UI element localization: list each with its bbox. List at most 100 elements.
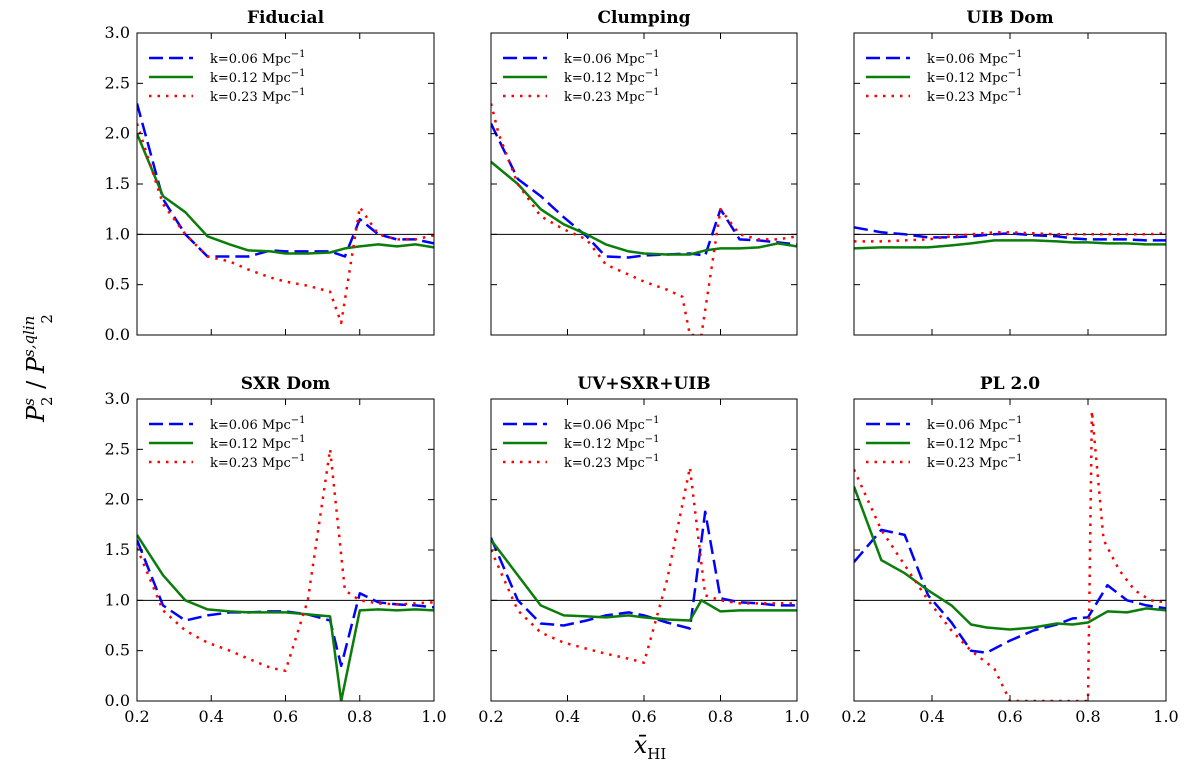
x-tick-label: 0.8 (708, 707, 733, 726)
legend-label-superscript: −1 (291, 434, 306, 445)
series-line-k012 (854, 239, 1166, 250)
legend-label: k=0.12 Mpc−1 (564, 68, 660, 86)
legend-label-superscript: −1 (291, 49, 306, 60)
y-tick-label: 2.0 (105, 490, 130, 509)
y-axis-label-part: P (22, 405, 50, 423)
series-line-k023 (491, 466, 797, 664)
y-tick-label: 3.0 (105, 389, 130, 408)
legend-label-superscript: −1 (1008, 68, 1023, 79)
legend-label: k=0.06 Mpc−1 (210, 49, 306, 67)
y-tick-label: 2.0 (105, 124, 130, 143)
x-tick-label: 0.8 (1075, 707, 1100, 726)
series-line-k012 (137, 133, 434, 255)
x-tick-label: 0.4 (199, 707, 224, 726)
series-group (491, 103, 797, 335)
series-line-k006 (137, 103, 434, 258)
x-tick-label: 0.4 (919, 707, 944, 726)
series-group (854, 226, 1166, 250)
legend: k=0.06 Mpc−1k=0.12 Mpc−1k=0.23 Mpc−1 (149, 415, 306, 471)
y-tick-label: 2.5 (105, 439, 130, 458)
series-line-k023 (854, 409, 1166, 701)
x-tick-label: 0.2 (124, 707, 149, 726)
x-tick-label: 0.8 (347, 707, 372, 726)
y-axis-label-part: P (22, 356, 50, 374)
legend-label-superscript: −1 (1008, 415, 1023, 426)
legend-label: k=0.23 Mpc−1 (564, 87, 660, 105)
panel-title: Fiducial (247, 8, 325, 28)
y-tick-label: 2.5 (105, 73, 130, 92)
y-tick-label: 0.5 (105, 641, 130, 660)
series-line-k012 (137, 534, 434, 701)
legend-label: k=0.23 Mpc−1 (927, 453, 1023, 471)
legend-label-superscript: −1 (1008, 87, 1023, 98)
y-axis-label-part: 2 (38, 396, 56, 406)
panel-3: UIB Dom k=0.06 Mpc−1k=0.12 Mpc−1k=0.23 Mp… (853, 8, 1167, 336)
legend-label-superscript: −1 (291, 453, 306, 464)
legend: k=0.06 Mpc−1k=0.12 Mpc−1k=0.23 Mpc−1 (866, 49, 1023, 105)
series-line-k023 (491, 103, 797, 335)
legend-label: k=0.23 Mpc−1 (210, 453, 306, 471)
panel-6: PL 2.0 0.2 0.4 0.6 0.8 1.0 k=0.06 Mpc−1k=0.12 … (841, 374, 1178, 726)
legend-label-superscript: −1 (1008, 49, 1023, 60)
y-axis-label-part: s (20, 398, 38, 406)
legend-label-superscript: −1 (291, 415, 306, 426)
y-tick-label: 0.0 (105, 691, 130, 710)
x-tick-label: 0.4 (555, 707, 580, 726)
legend-label-superscript: −1 (291, 87, 306, 98)
series-line-k023 (137, 448, 434, 673)
legend-label: k=0.06 Mpc−1 (564, 415, 660, 433)
x-tick-label: 1.0 (1153, 707, 1178, 726)
x-tick-label: 0.6 (997, 707, 1022, 726)
series-line-k012 (491, 160, 797, 256)
x-axis-label-subscript: HI (647, 745, 666, 763)
series-line-k006 (854, 226, 1166, 242)
series-group (137, 448, 434, 701)
legend-label-superscript: −1 (645, 68, 660, 79)
series-group (137, 103, 434, 325)
panel-title: UV+SXR+UIB (577, 374, 710, 394)
legend: k=0.06 Mpc−1k=0.12 Mpc−1k=0.23 Mpc−1 (149, 49, 306, 105)
x-tick-label: 0.2 (478, 707, 503, 726)
legend-label: k=0.12 Mpc−1 (210, 434, 306, 452)
y-axis-label: Ps2 / Ps,qlin2 (20, 314, 56, 423)
panel-title: PL 2.0 (980, 374, 1040, 394)
legend-label: k=0.06 Mpc−1 (927, 49, 1023, 67)
y-tick-label: 0.0 (105, 325, 130, 344)
legend-label: k=0.06 Mpc−1 (564, 49, 660, 67)
y-axis-label-part: / (22, 373, 50, 396)
legend-label-superscript: −1 (645, 434, 660, 445)
y-axis-label-part: 2 (38, 314, 56, 324)
y-tick-label: 3.0 (105, 23, 130, 42)
y-axis-label-part: s,qlin (20, 316, 38, 357)
legend: k=0.06 Mpc−1k=0.12 Mpc−1k=0.23 Mpc−1 (503, 49, 660, 105)
y-tick-label: 0.5 (105, 275, 130, 294)
series-line-k023 (137, 123, 434, 325)
legend: k=0.06 Mpc−1k=0.12 Mpc−1k=0.23 Mpc−1 (866, 415, 1023, 471)
y-tick-label: 1.0 (105, 224, 130, 243)
x-axis-label: x̄HI (634, 731, 667, 763)
legend-label: k=0.12 Mpc−1 (564, 434, 660, 452)
y-tick-label: 1.5 (105, 174, 130, 193)
legend-label-superscript: −1 (645, 453, 660, 464)
y-tick-label: 1.5 (105, 540, 130, 559)
legend-label-superscript: −1 (645, 87, 660, 98)
panel-1: Fiducial 0.0 0.5 1.0 1.5 2.0 2.5 3.0 k=0.06 Mpc−… (105, 8, 435, 344)
legend: k=0.06 Mpc−1k=0.12 Mpc−1k=0.23 Mpc−1 (503, 415, 660, 471)
legend-label-superscript: −1 (1008, 434, 1023, 445)
x-tick-label: 0.2 (841, 707, 866, 726)
panel-title: Clumping (598, 8, 691, 28)
legend-label: k=0.23 Mpc−1 (210, 87, 306, 105)
series-line-k012 (491, 539, 797, 622)
panel-2: Clumping k=0.06 Mpc−1k=0.12 Mpc−1k=0.23 M… (490, 8, 798, 336)
panel-title: UIB Dom (966, 8, 1053, 28)
legend-label: k=0.06 Mpc−1 (927, 415, 1023, 433)
legend-label-superscript: −1 (291, 68, 306, 79)
legend-label-superscript: −1 (1008, 453, 1023, 464)
legend-label: k=0.23 Mpc−1 (564, 453, 660, 471)
y-tick-label: 1.0 (105, 590, 130, 609)
legend-label: k=0.12 Mpc−1 (927, 68, 1023, 86)
series-group (854, 409, 1166, 701)
